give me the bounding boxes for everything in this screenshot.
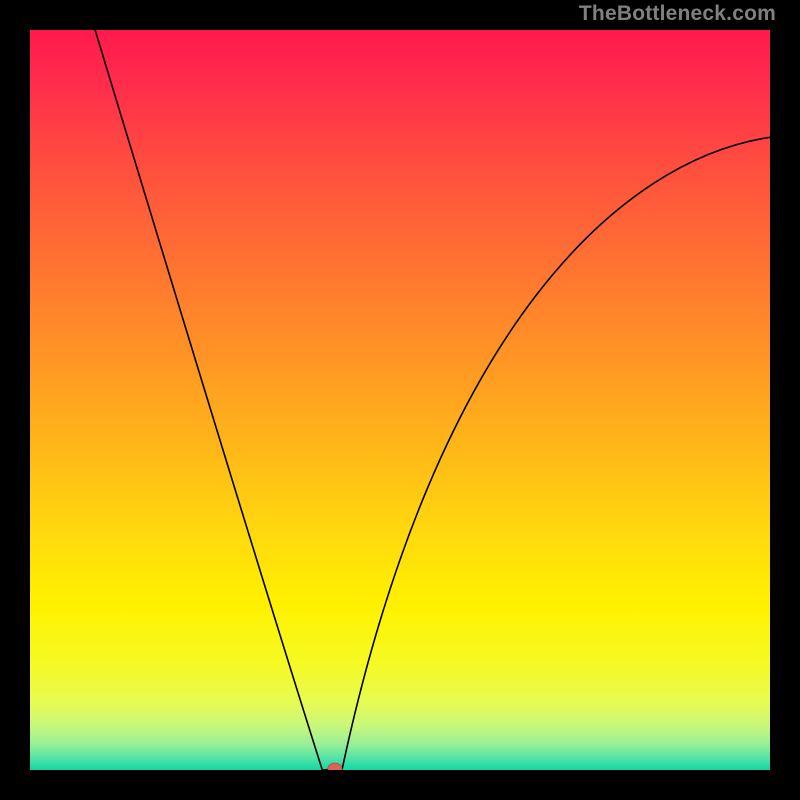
frame-border-left: [0, 0, 30, 800]
frame-border-bottom: [0, 770, 800, 800]
chart-svg: [0, 0, 800, 800]
watermark-text: TheBottleneck.com: [579, 2, 776, 26]
chart-stage: TheBottleneck.com: [0, 0, 800, 800]
plot-background: [30, 30, 770, 770]
frame-border-right: [770, 0, 800, 800]
